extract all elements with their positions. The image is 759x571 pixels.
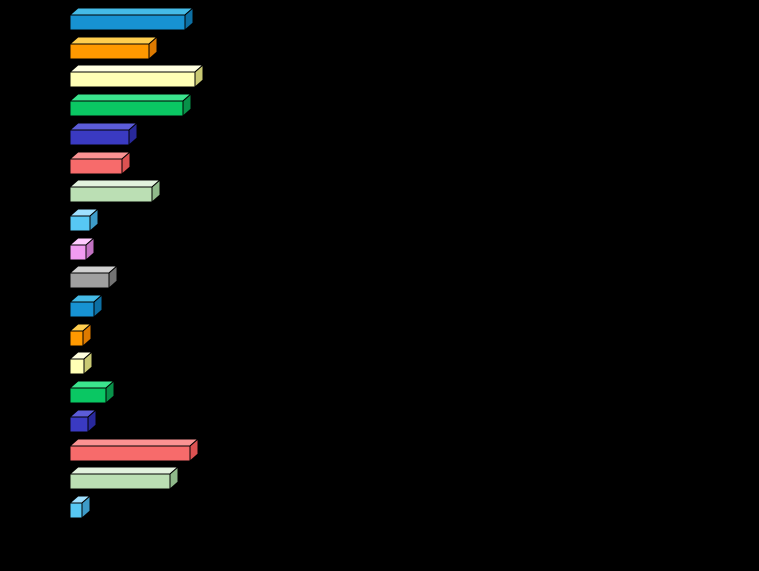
- bar-17: [68, 465, 180, 491]
- bar-17-top-face: [68, 466, 180, 475]
- bar-1: [68, 6, 195, 32]
- bar-9-front-face: [69, 244, 87, 261]
- bar-10-front-face: [69, 272, 110, 289]
- bar-14-front-face: [69, 387, 107, 404]
- bar-12-front-face: [69, 330, 84, 347]
- bar-7-top-face: [68, 179, 162, 188]
- bar-11-front-face: [69, 301, 95, 318]
- bar-5-top-face: [68, 122, 139, 131]
- bar-14: [68, 379, 116, 405]
- bar-3: [68, 63, 205, 89]
- bar-15: [68, 408, 98, 434]
- bar-2: [68, 35, 159, 61]
- bar-8-front-face: [69, 215, 91, 232]
- bar-15-front-face: [69, 416, 89, 433]
- bar-7-front-face: [69, 186, 153, 203]
- bar-17-front-face: [69, 473, 171, 490]
- bar-8: [68, 207, 100, 233]
- bar-3-top-face: [68, 64, 205, 73]
- bar-1-front-face: [69, 14, 186, 31]
- bar-2-front-face: [69, 43, 150, 60]
- bar-13: [68, 350, 94, 376]
- bar-9: [68, 236, 96, 262]
- bar-13-front-face: [69, 358, 85, 375]
- bar-16-front-face: [69, 445, 191, 462]
- bar-6: [68, 150, 132, 176]
- bar-4-front-face: [69, 100, 184, 117]
- bar-18: [68, 494, 92, 520]
- bar-4-top-face: [68, 93, 193, 102]
- bar-11: [68, 293, 104, 319]
- bar-2-top-face: [68, 36, 159, 45]
- bar-16: [68, 437, 200, 463]
- bar-10: [68, 264, 119, 290]
- bar-12: [68, 322, 93, 348]
- bar-6-front-face: [69, 158, 123, 175]
- bar-4: [68, 92, 193, 118]
- bar-1-top-face: [68, 7, 195, 16]
- bar-16-top-face: [68, 438, 200, 447]
- bar-18-front-face: [69, 502, 83, 519]
- bar-6-top-face: [68, 151, 132, 160]
- bar-3-front-face: [69, 71, 196, 88]
- bar-5-front-face: [69, 129, 130, 146]
- bar-7: [68, 178, 162, 204]
- bar-5: [68, 121, 139, 147]
